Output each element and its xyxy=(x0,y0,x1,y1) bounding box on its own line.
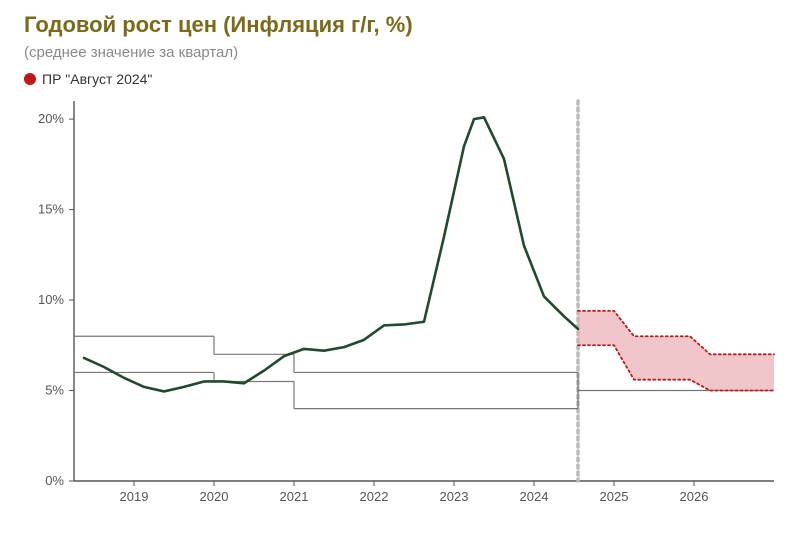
svg-text:2022: 2022 xyxy=(360,489,389,504)
svg-text:10%: 10% xyxy=(38,292,64,307)
chart-subtitle: (среднее значение за квартал) xyxy=(24,44,780,61)
svg-text:5%: 5% xyxy=(45,383,64,398)
svg-text:2021: 2021 xyxy=(280,489,309,504)
svg-text:2026: 2026 xyxy=(680,489,709,504)
svg-text:2023: 2023 xyxy=(440,489,469,504)
svg-text:0%: 0% xyxy=(45,473,64,488)
svg-text:2019: 2019 xyxy=(120,489,149,504)
legend-marker-icon xyxy=(24,73,36,85)
svg-text:2020: 2020 xyxy=(200,489,229,504)
chart-svg: 0% 5% 10% 15% 20% 2019 2020 2021 2022 2023 2024 202… xyxy=(24,93,780,513)
svg-text:2025: 2025 xyxy=(600,489,629,504)
svg-text:2024: 2024 xyxy=(520,489,549,504)
svg-text:15%: 15% xyxy=(38,202,64,217)
chart-title: Годовой рост цен (Инфляция г/г, %) xyxy=(24,12,780,38)
legend-label: ПР "Август 2024" xyxy=(42,71,152,87)
legend: ПР "Август 2024" xyxy=(24,71,780,87)
svg-text:20%: 20% xyxy=(38,111,64,126)
chart-area: 0% 5% 10% 15% 20% 2019 2020 2021 2022 2023 2024 202… xyxy=(24,93,780,513)
